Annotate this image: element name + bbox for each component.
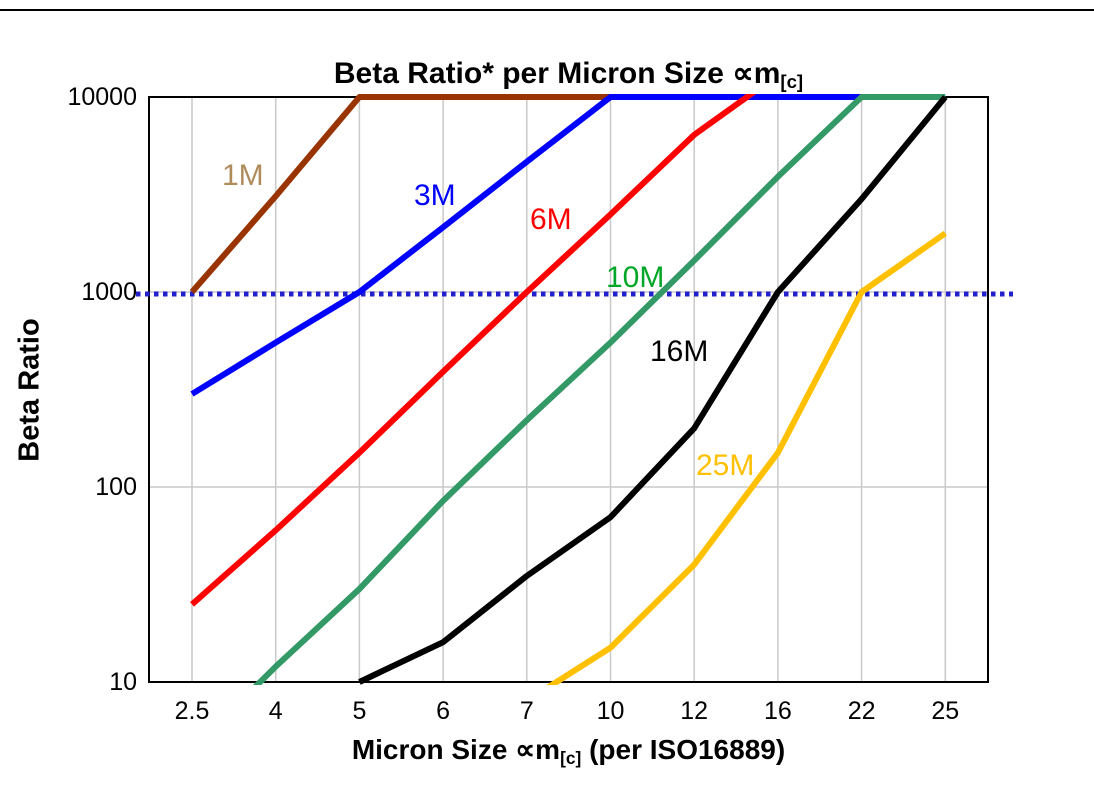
y-tick-label-100: 100 — [95, 473, 137, 501]
x-axis-title: Micron Size ∝m[c] (per ISO16889) — [149, 733, 988, 768]
x-tick-label-16: 16 — [763, 697, 792, 725]
series-line-6M — [190, 94, 757, 607]
chart-title: Beta Ratio* per Micron Size ∝m[c] — [149, 56, 988, 93]
x-tick-label-22: 22 — [847, 697, 876, 725]
series-label-6M: 6M — [530, 203, 572, 236]
chart-title-subscript: [c] — [780, 71, 804, 93]
x-tick-label-7: 7 — [519, 697, 534, 725]
series-label-16M: 16M — [650, 335, 709, 368]
series-line-16M — [358, 95, 948, 685]
x-tick-label-10: 10 — [596, 697, 625, 725]
y-tick-label-1000: 1000 — [81, 278, 137, 306]
x-tick-label-5: 5 — [352, 697, 367, 725]
series-label-10M: 10M — [606, 261, 665, 294]
y-tick-label-10000: 10000 — [67, 83, 137, 111]
chart-title-text: Beta Ratio* per Micron Size ∝m — [333, 57, 781, 90]
y-tick-label-10: 10 — [109, 668, 137, 696]
x-tick-label-25: 25 — [931, 697, 960, 725]
x-tick-label-12: 12 — [680, 697, 709, 725]
x-tick-label-2.5: 2.5 — [174, 697, 210, 725]
series-line-1M — [189, 94, 611, 294]
page-top-border — [0, 9, 1094, 11]
x-tick-label-4: 4 — [268, 697, 283, 725]
series-line-10M — [252, 94, 946, 685]
x-axis-title-subscript: [c] — [560, 747, 582, 768]
x-axis-title-text: Micron Size ∝m — [351, 734, 561, 765]
series-label-25M: 25M — [696, 449, 755, 482]
y-axis-title: Beta Ratio — [13, 318, 46, 462]
series-label-3M: 3M — [414, 179, 456, 212]
series-line-25M — [546, 230, 948, 685]
series-label-1M: 1M — [222, 159, 264, 192]
x-tick-label-6: 6 — [436, 697, 451, 725]
x-axis-title-tail: (per ISO16889) — [581, 734, 786, 765]
